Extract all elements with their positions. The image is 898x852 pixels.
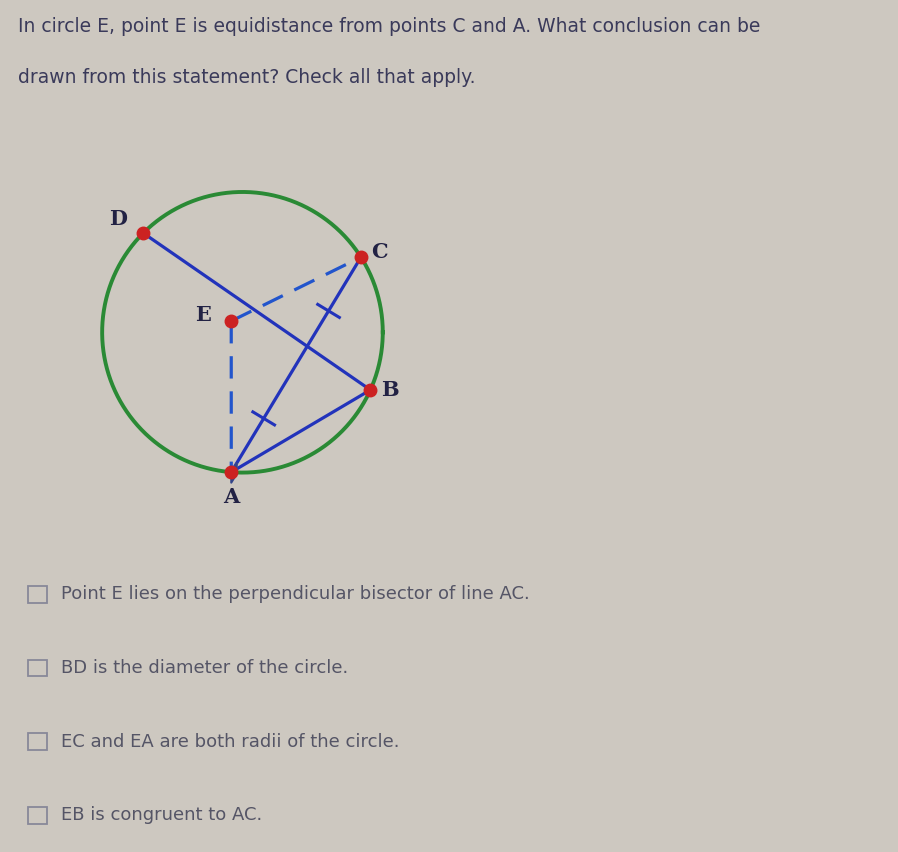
Bar (29, 733, 48, 750)
Text: E: E (195, 306, 211, 325)
Bar (29, 807, 48, 824)
Text: EB is congruent to AC.: EB is congruent to AC. (61, 806, 262, 824)
Text: Point E lies on the perpendicular bisector of line AC.: Point E lies on the perpendicular bisect… (61, 585, 530, 603)
Bar (29, 659, 48, 676)
Polygon shape (232, 463, 237, 483)
Text: B: B (382, 380, 399, 400)
Text: C: C (371, 242, 388, 262)
Text: BD is the diameter of the circle.: BD is the diameter of the circle. (61, 659, 348, 677)
Text: drawn from this statement? Check all that apply.: drawn from this statement? Check all tha… (18, 68, 475, 87)
Text: In circle E, point E is equidistance from points C and A. What conclusion can be: In circle E, point E is equidistance fro… (18, 17, 760, 36)
Text: A: A (223, 487, 240, 508)
Bar (29, 586, 48, 603)
Text: D: D (109, 209, 127, 229)
Text: EC and EA are both radii of the circle.: EC and EA are both radii of the circle. (61, 733, 400, 751)
